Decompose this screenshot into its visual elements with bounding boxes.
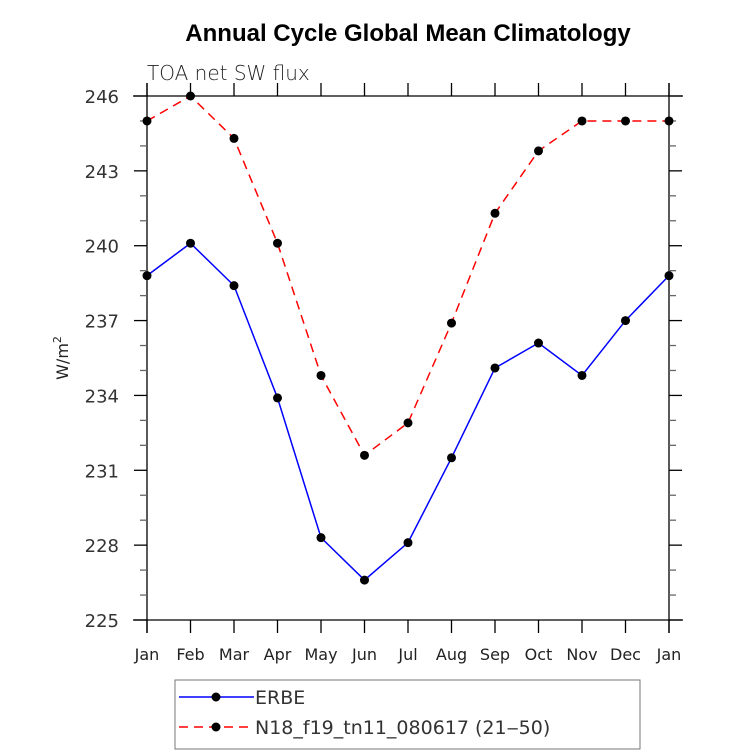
legend-item: N18_f19_tn11_080617 (21‒50) (179, 717, 550, 739)
data-point (664, 116, 674, 126)
chart-subtitle: TOA net SW flux (147, 61, 310, 85)
data-point (229, 281, 239, 291)
y-tick-label: 237 (85, 312, 119, 333)
legend: ERBE N18_f19_tn11_080617 (21‒50) (174, 679, 641, 750)
legend-marker (211, 692, 221, 702)
svg-text:W/m2: W/m2 (51, 336, 72, 380)
y-tick-label: 228 (85, 536, 119, 557)
y-tick-label: 243 (85, 162, 119, 183)
legend-marker (211, 722, 221, 732)
x-tick-label: Jan (656, 645, 682, 664)
y-tick-label: 231 (85, 461, 119, 482)
x-tick-label: May (304, 645, 337, 664)
data-point (664, 271, 674, 281)
series-model (142, 91, 674, 460)
data-point (273, 238, 282, 248)
series-line (146, 95, 669, 457)
x-tick-label: Feb (176, 645, 204, 664)
data-point (142, 116, 152, 126)
y-axis-label: W/m2 (51, 336, 72, 380)
plot-frame (133, 83, 683, 633)
data-point (534, 146, 543, 156)
legend-label: ERBE (255, 687, 305, 709)
y-tick-label: 225 (85, 611, 119, 632)
data-point (273, 393, 282, 403)
chart-title: Annual Cycle Global Mean Climatology (185, 20, 631, 47)
data-point (447, 318, 456, 328)
x-tick-label: Jul (397, 645, 417, 664)
y-tick-label: 240 (85, 237, 119, 258)
data-point (534, 338, 543, 348)
x-tick-label: Jan (134, 645, 160, 664)
x-tick-label: Mar (219, 645, 250, 664)
data-point (186, 91, 195, 101)
data-point (360, 575, 369, 585)
legend-box (174, 679, 641, 750)
data-point (490, 208, 500, 218)
series-erbe (142, 238, 674, 585)
y-axis: 225 228 231 234 237 240 243 246 (85, 87, 682, 632)
data-point (621, 116, 630, 126)
data-point (490, 363, 500, 373)
x-tick-label: Oct (525, 645, 553, 664)
data-point (447, 453, 456, 463)
legend-label: N18_f19_tn11_080617 (21‒50) (255, 717, 550, 739)
y-axis-label-text: W/m (53, 343, 72, 380)
data-point (403, 418, 413, 428)
data-point (316, 533, 326, 543)
legend-item: ERBE (179, 687, 305, 709)
data-point (360, 450, 369, 460)
data-point (142, 271, 152, 281)
x-axis: Jan Feb Mar Apr May Jun Jul Aug Sep Oct Nov Dec Jan (134, 83, 682, 664)
x-tick-label: Dec (610, 645, 641, 664)
data-point (403, 538, 413, 548)
data-point (316, 370, 326, 380)
x-tick-label: Nov (566, 645, 597, 664)
data-point (577, 370, 587, 380)
data-point (186, 238, 195, 248)
data-point (229, 133, 239, 143)
x-tick-label: Apr (264, 645, 292, 664)
x-tick-label: Aug (436, 645, 467, 664)
data-point (577, 116, 587, 126)
x-tick-label: Sep (480, 645, 510, 664)
series-line (146, 242, 670, 582)
y-axis-label-superscript: 2 (51, 336, 64, 343)
data-point (621, 316, 630, 326)
series-layer (142, 91, 674, 585)
y-tick-label: 246 (85, 87, 119, 108)
x-tick-label: Jun (351, 645, 377, 664)
y-tick-label: 234 (85, 386, 119, 407)
